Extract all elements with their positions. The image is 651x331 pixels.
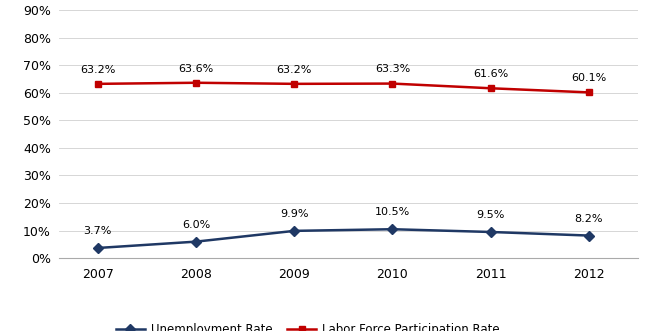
Legend: Unemployment Rate, Labor Force Participation Rate: Unemployment Rate, Labor Force Participa… [111, 319, 505, 331]
Unemployment Rate [487, 230, 495, 234]
Labor Force Participation Rate [94, 82, 102, 86]
Unemployment Rate [585, 234, 593, 238]
Text: 3.7%: 3.7% [84, 226, 112, 236]
Unemployment Rate [94, 246, 102, 250]
Line: Labor Force Participation Rate: Labor Force Participation Rate [94, 79, 592, 96]
Text: 9.9%: 9.9% [280, 209, 309, 219]
Text: 60.1%: 60.1% [572, 73, 607, 83]
Labor Force Participation Rate [487, 86, 495, 90]
Line: Unemployment Rate: Unemployment Rate [94, 226, 592, 252]
Text: 9.5%: 9.5% [477, 210, 505, 220]
Text: 63.3%: 63.3% [375, 65, 410, 74]
Labor Force Participation Rate [192, 81, 200, 85]
Labor Force Participation Rate [585, 90, 593, 94]
Unemployment Rate [389, 227, 396, 231]
Text: 63.2%: 63.2% [277, 65, 312, 75]
Text: 6.0%: 6.0% [182, 220, 210, 230]
Labor Force Participation Rate [290, 82, 298, 86]
Text: 61.6%: 61.6% [473, 69, 508, 79]
Text: 63.6%: 63.6% [178, 64, 214, 73]
Labor Force Participation Rate [389, 82, 396, 86]
Unemployment Rate [290, 229, 298, 233]
Text: 10.5%: 10.5% [375, 207, 410, 217]
Text: 63.2%: 63.2% [80, 65, 116, 75]
Unemployment Rate [192, 240, 200, 244]
Text: 8.2%: 8.2% [575, 214, 603, 224]
